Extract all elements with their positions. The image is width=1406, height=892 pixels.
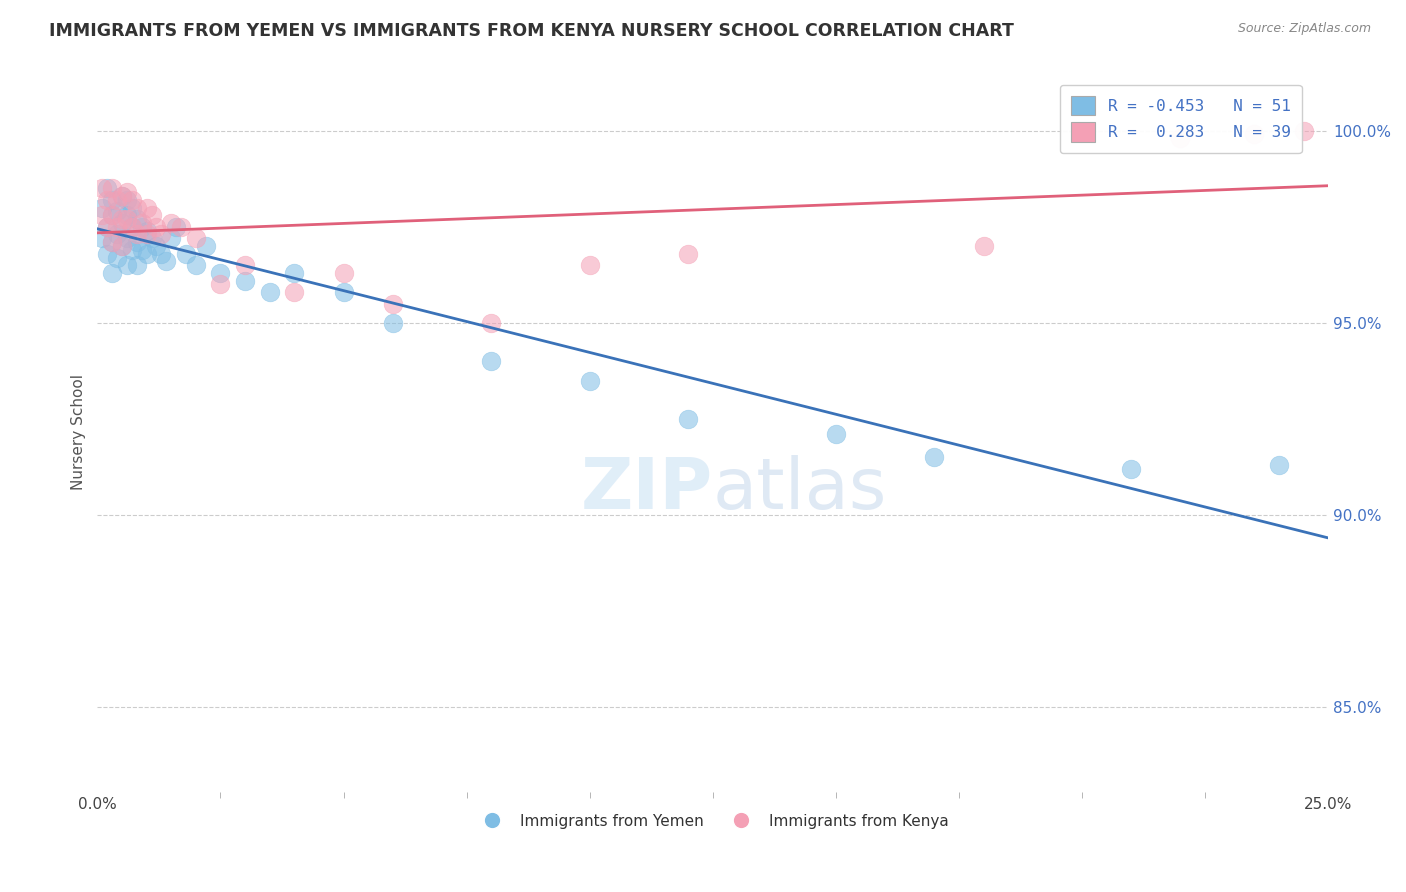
Point	[111, 239, 134, 253]
Point	[101, 266, 124, 280]
Point	[479, 354, 502, 368]
Point	[150, 246, 173, 260]
Point	[332, 266, 354, 280]
Point	[1243, 128, 1265, 142]
Point	[101, 208, 124, 222]
Point	[160, 216, 183, 230]
Point	[101, 208, 124, 222]
Point	[174, 246, 197, 260]
Text: atlas: atlas	[713, 456, 887, 524]
Text: IMMIGRANTS FROM YEMEN VS IMMIGRANTS FROM KENYA NURSERY SCHOOL CORRELATION CHART: IMMIGRANTS FROM YEMEN VS IMMIGRANTS FROM…	[49, 22, 1014, 40]
Point	[121, 193, 143, 207]
Point	[105, 193, 128, 207]
Point	[824, 427, 846, 442]
Point	[160, 231, 183, 245]
Point	[115, 258, 138, 272]
Point	[209, 277, 232, 292]
Point	[115, 208, 138, 222]
Point	[381, 296, 404, 310]
Point	[150, 227, 173, 242]
Point	[209, 266, 232, 280]
Point	[111, 216, 134, 230]
Point	[145, 239, 167, 253]
Point	[135, 201, 157, 215]
Point	[184, 231, 207, 245]
Point	[1121, 462, 1143, 476]
Point	[125, 235, 148, 249]
Point	[91, 181, 114, 195]
Point	[125, 258, 148, 272]
Point	[121, 201, 143, 215]
Point	[125, 201, 148, 215]
Point	[131, 243, 153, 257]
Text: Source: ZipAtlas.com: Source: ZipAtlas.com	[1237, 22, 1371, 36]
Point	[111, 189, 134, 203]
Point	[155, 254, 177, 268]
Point	[115, 212, 138, 227]
Point	[973, 239, 995, 253]
Point	[91, 231, 114, 245]
Point	[105, 219, 128, 234]
Point	[332, 285, 354, 300]
Point	[91, 208, 114, 222]
Point	[259, 285, 281, 300]
Point	[96, 181, 118, 195]
Point	[135, 224, 157, 238]
Point	[283, 266, 305, 280]
Point	[115, 193, 138, 207]
Point	[115, 231, 138, 245]
Point	[145, 219, 167, 234]
Point	[121, 243, 143, 257]
Point	[121, 219, 143, 234]
Point	[1268, 458, 1291, 472]
Point	[91, 201, 114, 215]
Point	[111, 239, 134, 253]
Point	[1170, 131, 1192, 145]
Point	[131, 216, 153, 230]
Point	[578, 374, 600, 388]
Point	[125, 227, 148, 242]
Point	[194, 239, 217, 253]
Text: ZIP: ZIP	[581, 456, 713, 524]
Point	[125, 212, 148, 227]
Point	[141, 208, 163, 222]
Point	[96, 219, 118, 234]
Point	[96, 219, 118, 234]
Legend: Immigrants from Yemen, Immigrants from Kenya: Immigrants from Yemen, Immigrants from K…	[471, 807, 955, 835]
Point	[676, 412, 699, 426]
Point	[141, 231, 163, 245]
Point	[283, 285, 305, 300]
Point	[1292, 123, 1315, 137]
Point	[101, 193, 124, 207]
Point	[479, 316, 502, 330]
Point	[184, 258, 207, 272]
Point	[233, 274, 256, 288]
Point	[922, 450, 945, 465]
Point	[233, 258, 256, 272]
Point	[101, 235, 124, 249]
Point	[101, 235, 124, 249]
Point	[121, 219, 143, 234]
Point	[101, 181, 124, 195]
Point	[105, 227, 128, 242]
Point	[96, 246, 118, 260]
Point	[578, 258, 600, 272]
Point	[676, 246, 699, 260]
Point	[111, 212, 134, 227]
Point	[105, 251, 128, 265]
Point	[115, 185, 138, 199]
Point	[170, 219, 193, 234]
Point	[165, 219, 187, 234]
Y-axis label: Nursery School: Nursery School	[72, 375, 86, 491]
Point	[131, 219, 153, 234]
Point	[111, 189, 134, 203]
Point	[135, 227, 157, 242]
Point	[135, 246, 157, 260]
Point	[381, 316, 404, 330]
Point	[105, 204, 128, 219]
Point	[96, 193, 118, 207]
